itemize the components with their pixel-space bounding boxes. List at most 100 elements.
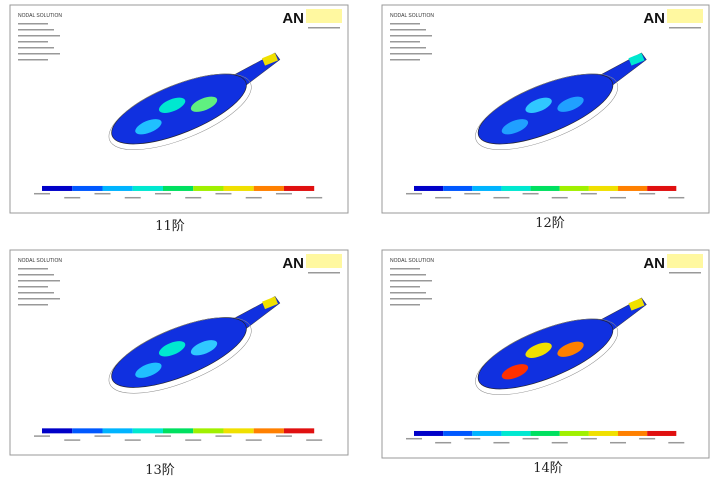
info-line [18, 23, 48, 25]
date-line [669, 272, 701, 274]
legend-swatch [284, 428, 314, 433]
legend-label [94, 193, 110, 195]
legend-swatch [647, 431, 676, 436]
info-line [390, 304, 420, 306]
panel: NODAL SOLUTION AN [382, 5, 709, 213]
date-line [308, 27, 340, 29]
legend-label [464, 193, 480, 195]
legend-label [493, 442, 509, 444]
legend-swatch [193, 186, 223, 191]
panel-header: NODAL SOLUTION [390, 13, 434, 19]
legend-swatch [560, 431, 589, 436]
legend-label [435, 197, 451, 199]
info-line [18, 35, 60, 37]
legend-swatch [72, 428, 102, 433]
legend-swatch [560, 186, 589, 191]
date-line [308, 272, 340, 274]
panel-header: NODAL SOLUTION [18, 13, 62, 19]
panel: NODAL SOLUTION AN [382, 250, 709, 458]
panel: NODAL SOLUTION AN [10, 5, 348, 213]
legend-label [215, 435, 231, 437]
info-line [18, 59, 48, 61]
legend-label [185, 197, 201, 199]
panel-header: NODAL SOLUTION [390, 258, 434, 264]
legend-swatch [102, 428, 132, 433]
logo: AN [643, 255, 665, 272]
legend-label [94, 435, 110, 437]
info-line [390, 274, 426, 276]
info-line [390, 23, 420, 25]
logo: AN [643, 10, 665, 27]
legend-label [246, 439, 262, 441]
legend-label [34, 193, 50, 195]
info-line [18, 274, 54, 276]
info-line [390, 29, 426, 31]
caption: 14阶 [533, 461, 563, 476]
logo-box [306, 254, 342, 268]
legend-swatch [414, 431, 443, 436]
legend-swatch [589, 431, 618, 436]
panel-header: NODAL SOLUTION [18, 258, 62, 264]
info-line [390, 292, 426, 294]
info-line [390, 286, 420, 288]
caption: 12阶 [535, 216, 565, 231]
legend-swatch [133, 186, 163, 191]
legend-label [125, 439, 141, 441]
legend-swatch [254, 428, 284, 433]
legend-label [185, 439, 201, 441]
info-line [390, 268, 420, 270]
legend-label [406, 438, 422, 440]
info-line [18, 292, 54, 294]
legend-swatch [223, 186, 253, 191]
legend-label [306, 439, 322, 441]
legend-label [581, 438, 597, 440]
legend-label [215, 193, 231, 195]
info-line [390, 35, 432, 37]
legend-swatch [414, 186, 443, 191]
legend-swatch [102, 186, 132, 191]
legend-swatch [531, 431, 560, 436]
info-line [18, 41, 48, 43]
legend-swatch [647, 186, 676, 191]
legend-label [552, 442, 568, 444]
legend-label [610, 197, 626, 199]
legend-label [276, 193, 292, 195]
logo-box [667, 254, 703, 268]
info-line [18, 268, 48, 270]
info-line [18, 47, 54, 49]
caption: 11阶 [155, 219, 185, 234]
legend-swatch [163, 186, 193, 191]
legend-swatch [42, 186, 72, 191]
logo: AN [282, 255, 304, 272]
legend-label [406, 193, 422, 195]
legend-swatch [193, 428, 223, 433]
info-line [390, 59, 420, 61]
legend-swatch [42, 428, 72, 433]
legend-swatch [618, 186, 647, 191]
legend-label [610, 442, 626, 444]
legend-label [64, 197, 80, 199]
legend-swatch [443, 186, 472, 191]
info-line [18, 29, 54, 31]
logo: AN [282, 10, 304, 27]
info-line [18, 280, 60, 282]
info-line [390, 47, 426, 49]
info-line [390, 41, 420, 43]
info-line [390, 298, 432, 300]
legend-label [523, 438, 539, 440]
legend-label [639, 193, 655, 195]
panel: NODAL SOLUTION AN [10, 250, 348, 455]
legend-swatch [443, 431, 472, 436]
legend-swatch [472, 431, 501, 436]
legend-swatch [133, 428, 163, 433]
legend-swatch [501, 431, 530, 436]
caption: 13阶 [145, 463, 175, 478]
legend-swatch [501, 186, 530, 191]
legend-label [276, 435, 292, 437]
legend-swatch [531, 186, 560, 191]
legend-swatch [618, 431, 647, 436]
legend-label [581, 193, 597, 195]
legend-swatch [472, 186, 501, 191]
legend-swatch [223, 428, 253, 433]
legend-swatch [163, 428, 193, 433]
